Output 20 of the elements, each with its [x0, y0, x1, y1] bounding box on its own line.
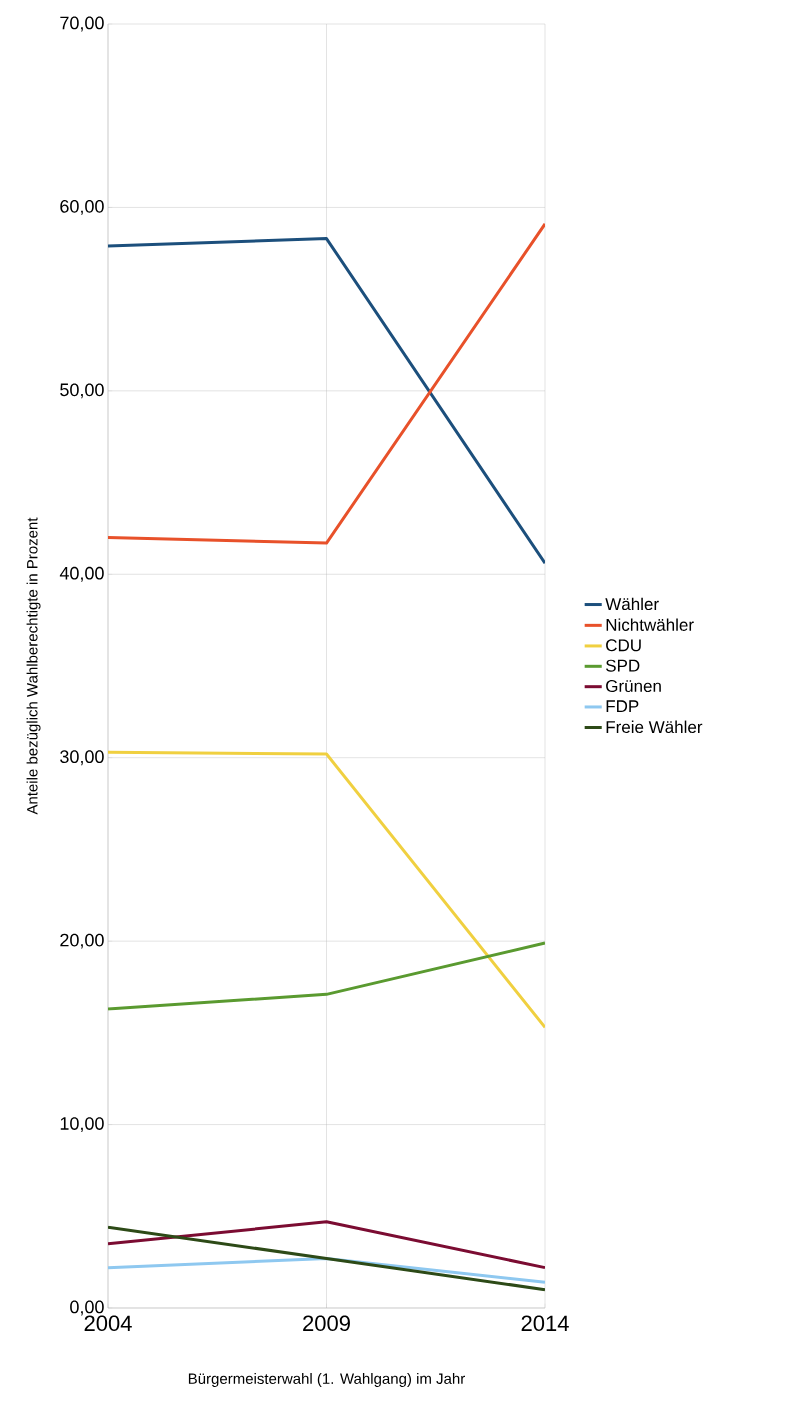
- x-tick-label: 2009: [303, 1315, 350, 1332]
- x-tick-label: 2004: [84, 1315, 132, 1332]
- y-tick-label: 40,00: [59, 566, 104, 582]
- x-tick-label: 2014: [521, 1315, 569, 1332]
- legend-label: FDP: [606, 700, 639, 713]
- legend-label: SPD: [606, 659, 640, 672]
- y-tick-label: 10,00: [60, 1117, 104, 1133]
- y-axis-title: Anteile bezüglich Wahlberechtigte in Prozent: [26, 517, 41, 815]
- legend-label: Wähler: [605, 597, 659, 611]
- legend-label: Grünen: [606, 680, 661, 693]
- y-tick-label: 20,00: [60, 933, 104, 949]
- y-tick-label: 60,00: [60, 199, 104, 215]
- legend-label: Freie Wähler: [606, 720, 703, 734]
- y-tick-label: 70,00: [60, 16, 104, 32]
- y-tick-label: 30,00: [60, 750, 104, 766]
- y-tick-label: 0,00: [70, 1300, 104, 1316]
- legend-label: Nichtwähler: [606, 618, 694, 631]
- legend-label: CDU: [606, 639, 641, 652]
- x-axis-title: Bürgermeisterwahl (1. Wahlgang) im Jahr: [188, 1372, 465, 1387]
- y-tick-label: 50,00: [60, 383, 104, 399]
